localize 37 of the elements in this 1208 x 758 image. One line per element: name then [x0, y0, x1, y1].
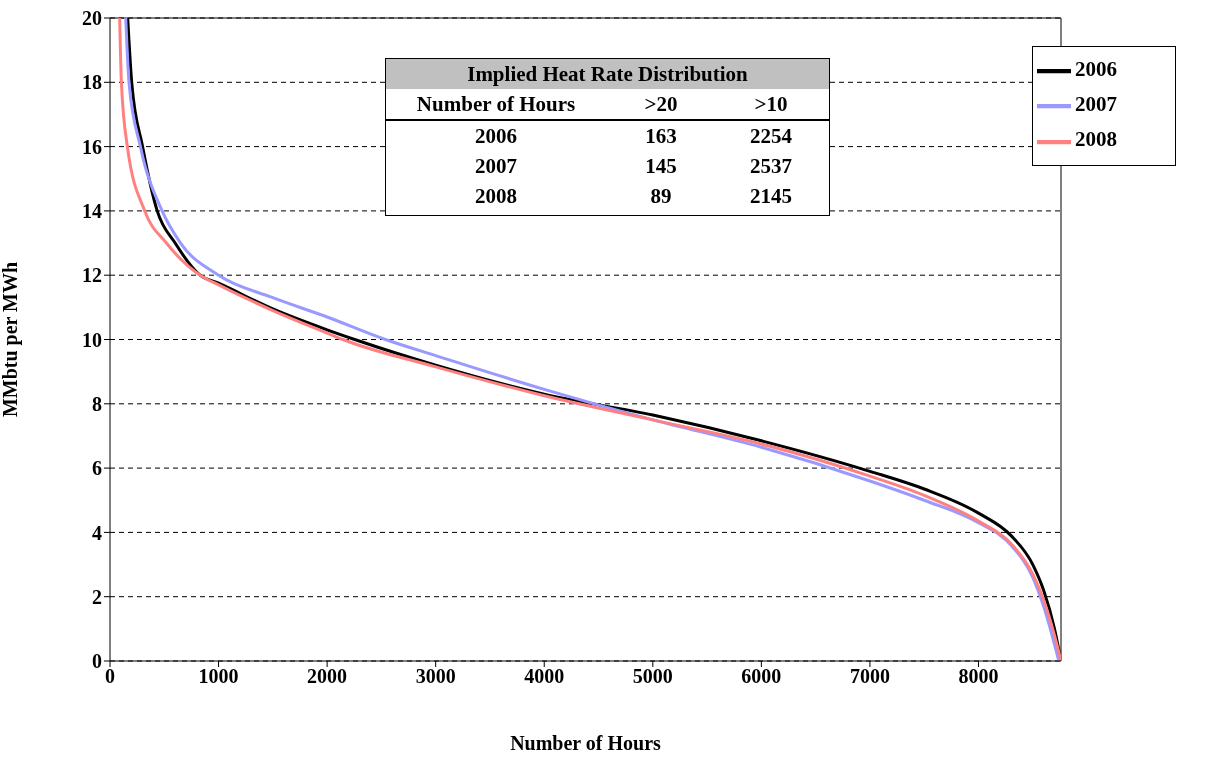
annotation: 2145: [749, 183, 793, 210]
x-tick-label: 4000: [524, 665, 565, 688]
legend-label: 2008: [1075, 127, 1117, 152]
y-tick-label: 4: [92, 521, 102, 544]
x-tick-label: 2000: [307, 665, 348, 688]
x-axis-title: Number of Hours: [510, 732, 662, 754]
y-tick-label: 12: [82, 264, 102, 287]
x-tick-label: 1000: [198, 665, 239, 688]
y-tick-label: 8: [92, 392, 102, 415]
annotation: Number of Hours: [415, 91, 577, 118]
annotation: 89: [649, 183, 673, 210]
annotation: >20: [643, 91, 679, 118]
annotation: >10: [753, 91, 789, 118]
x-tick-label: 5000: [632, 665, 673, 688]
annotation: 163: [644, 123, 678, 150]
annotation: 2254: [749, 123, 793, 150]
x-tick-label: 6000: [741, 665, 782, 688]
legend-label: 2007: [1075, 92, 1117, 117]
y-tick-label: 10: [82, 328, 102, 351]
legend-label: 2006: [1075, 57, 1117, 81]
y-tick-label: 6: [92, 457, 102, 480]
x-tick-label: 8000: [958, 665, 999, 688]
y-tick-label: 2: [92, 585, 102, 608]
annotation: 145: [644, 153, 678, 180]
annotation: 2537: [749, 153, 793, 180]
y-tick-label: 16: [82, 135, 102, 158]
y-tick-label: 18: [82, 71, 102, 94]
annotation: 2007: [474, 153, 518, 180]
y-axis-title: MMbtu per MWh: [0, 261, 23, 418]
y-tick-label: 0: [92, 650, 102, 673]
x-tick-label: 7000: [849, 665, 890, 688]
y-tick-label: 14: [82, 200, 102, 222]
y-tick-label: 20: [82, 7, 102, 30]
annotation: 2008: [474, 183, 518, 210]
x-tick-label: 3000: [415, 665, 456, 688]
annotation: 2006: [474, 123, 518, 150]
annotation: Implied Heat Rate Distribution: [386, 59, 829, 89]
